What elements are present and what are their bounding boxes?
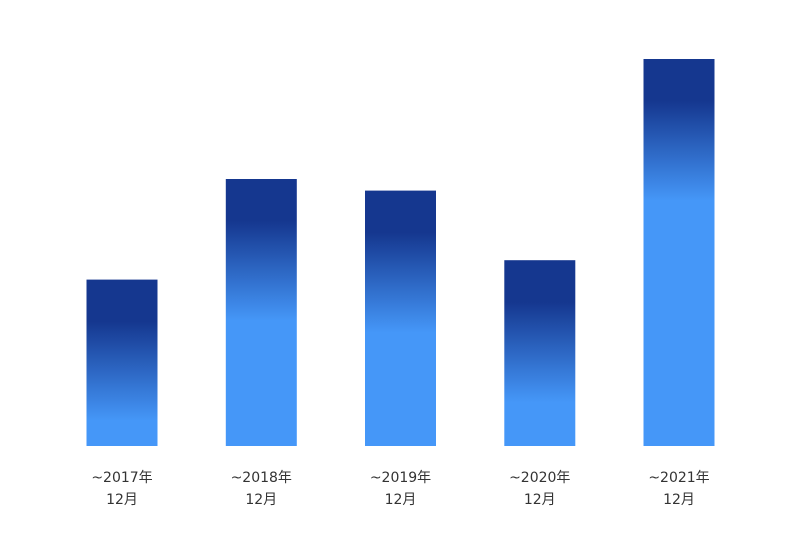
bar-3 xyxy=(504,260,576,446)
bar-2 xyxy=(365,190,436,446)
x-tick-label-2: ~2019年 12月 xyxy=(346,467,456,511)
x-tick-label-line: 12月 xyxy=(663,492,695,508)
bar-0 xyxy=(86,279,158,446)
x-tick-label-line: 12月 xyxy=(245,492,278,508)
x-tick-label-line: ~2021年 xyxy=(648,470,710,486)
x-tick-label-line: 12月 xyxy=(384,492,417,508)
x-tick-label-1: ~2018年 12月 xyxy=(206,467,316,511)
x-tick-label-line: 12月 xyxy=(523,492,556,508)
x-tick-label-line: ~2020年 xyxy=(509,470,571,486)
bar-1 xyxy=(225,179,297,446)
x-tick-label-line: ~2017年 xyxy=(91,470,153,486)
x-tick-label-line: 12月 xyxy=(106,492,138,508)
x-tick-label-3: ~2020年 12月 xyxy=(485,467,595,511)
x-tick-label-line: ~2018年 xyxy=(230,470,292,486)
x-tick-label-line: ~2019年 xyxy=(369,470,432,486)
bars-group xyxy=(86,59,715,446)
x-tick-label-4: ~2021年 12月 xyxy=(624,467,734,511)
x-tick-label-0: ~2017年 12月 xyxy=(67,467,177,511)
bar-4 xyxy=(643,59,715,446)
